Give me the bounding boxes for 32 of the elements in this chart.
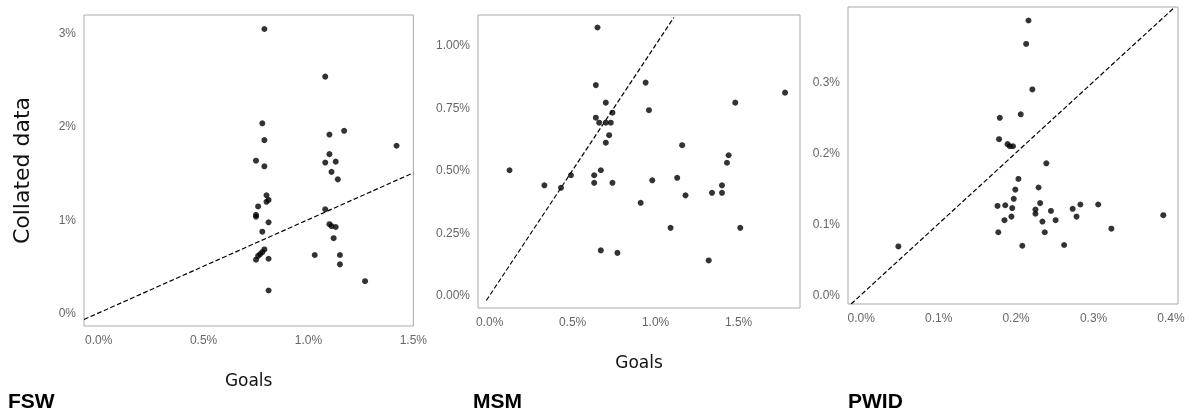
y-tick-label: 0.75% (435, 100, 471, 115)
x-tick-label: 0.1% (924, 311, 953, 325)
y-tick-label: 1% (58, 212, 77, 227)
y-tick-label: 0.50% (435, 163, 471, 178)
x-axis-title: Goals (224, 369, 273, 390)
y-tick-label: 0.25% (435, 225, 471, 240)
y-tick-label: 0.0% (812, 287, 841, 302)
x-tick-label: 0.0% (85, 333, 113, 347)
text: MSM (473, 389, 522, 412)
y-tick-label: 0% (58, 305, 77, 320)
text: PWID (848, 389, 903, 412)
x-tick-label: 0.0% (847, 311, 876, 325)
x-tick-label: 0.3% (1079, 311, 1108, 325)
x-tick-label: 0.0% (475, 315, 504, 329)
x-tick-label: 0.5% (189, 333, 218, 347)
x-tick-label: 1.0% (641, 315, 670, 329)
y-tick-label: 3% (58, 25, 77, 40)
y-tick-label: 2% (58, 119, 77, 134)
text: FSW (8, 389, 55, 412)
x-tick-label: 0.4% (1157, 311, 1186, 325)
y-tick-label: 0.1% (812, 216, 841, 231)
x-tick-label: 1.5% (399, 333, 428, 347)
y-tick-label: 0.3% (812, 74, 841, 89)
x-axis-title: Goals (615, 351, 663, 372)
x-tick-label: 0.2% (1002, 311, 1031, 325)
y-axis-title: Collated data (8, 96, 34, 245)
y-tick-label: 0.2% (812, 145, 841, 160)
x-tick-label: 0.5% (558, 315, 587, 329)
y-tick-label: 1.00% (435, 38, 471, 53)
y-tick-label: 0.00% (435, 288, 471, 303)
x-tick-label: 1.5% (724, 315, 753, 329)
x-tick-label: 1.0% (294, 333, 323, 347)
